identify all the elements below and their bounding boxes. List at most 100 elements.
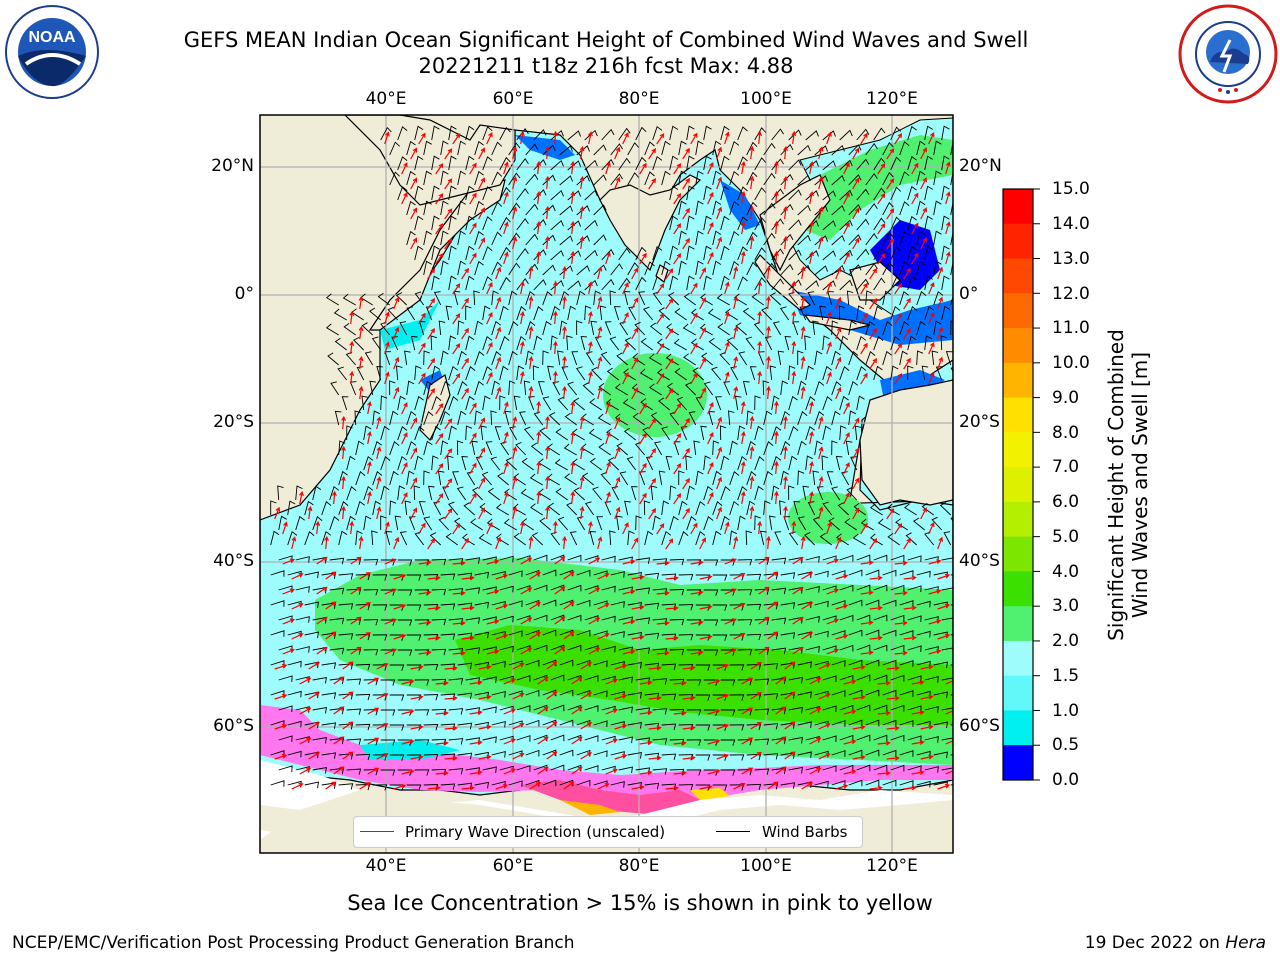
wave-direction-arrow xyxy=(733,266,739,280)
wind-barb xyxy=(899,690,914,697)
wind-barb xyxy=(848,749,863,757)
wind-barb xyxy=(950,320,953,336)
wave-direction-arrow xyxy=(427,635,441,641)
wind-barb xyxy=(598,383,611,396)
wave-direction-arrow xyxy=(444,665,458,671)
wind-barb xyxy=(644,722,660,730)
wave-direction-arrow xyxy=(418,312,426,325)
wave-direction-arrow xyxy=(707,709,721,715)
wind-barb xyxy=(950,294,953,306)
wave-direction-arrow xyxy=(707,191,714,205)
wind-barb xyxy=(448,396,459,411)
wind-barb xyxy=(627,721,642,729)
wind-barb xyxy=(703,649,719,656)
wave-direction-arrow xyxy=(597,356,603,370)
wave-direction-arrow xyxy=(843,162,850,175)
wave-direction-arrow xyxy=(401,679,415,685)
wind-barb xyxy=(618,127,631,141)
wave-direction-arrow xyxy=(783,475,788,490)
wave-direction-arrow xyxy=(903,575,917,581)
wave-direction-arrow xyxy=(766,535,771,550)
wind-barb xyxy=(678,634,694,641)
wave-direction-arrow xyxy=(852,755,866,760)
wind-barb xyxy=(571,351,579,366)
wave-direction-arrow xyxy=(826,341,832,355)
wind-barb xyxy=(935,366,943,381)
wave-direction-arrow xyxy=(376,476,382,490)
wind-barb xyxy=(656,338,670,351)
wave-direction-arrow xyxy=(699,604,713,610)
wind-barb xyxy=(555,428,568,441)
wave-direction-arrow xyxy=(766,295,771,310)
wave-direction-arrow xyxy=(750,692,762,700)
wave-direction-arrow xyxy=(579,505,585,520)
wind-barb xyxy=(423,350,430,366)
wind-barb xyxy=(550,249,564,261)
wind-barb xyxy=(550,129,564,141)
wind-barb xyxy=(521,457,534,471)
wind-barb xyxy=(839,129,853,141)
wind-barb xyxy=(557,396,569,411)
wind-barb xyxy=(719,425,727,441)
colorbar-band xyxy=(1003,258,1033,294)
wind-barb xyxy=(325,323,339,336)
map-content xyxy=(260,115,959,853)
wind-barb xyxy=(780,410,791,426)
wind-barb xyxy=(616,352,628,366)
wind-barb xyxy=(482,276,493,291)
wind-barb xyxy=(397,619,413,626)
wind-barb xyxy=(933,230,942,246)
wind-barb xyxy=(720,515,730,531)
wind-barb xyxy=(363,455,374,471)
wind-barb xyxy=(907,365,914,380)
wind-barb xyxy=(661,663,677,671)
wind-barb xyxy=(856,278,870,291)
wave-direction-arrow xyxy=(843,462,850,475)
wind-barb xyxy=(516,306,527,321)
wave-direction-arrow xyxy=(469,252,477,265)
wind-barb xyxy=(797,440,807,456)
wind-barb xyxy=(865,203,878,216)
wave-direction-arrow xyxy=(622,312,629,325)
wind-barb xyxy=(703,215,712,231)
wave-direction-arrow xyxy=(773,490,779,505)
wave-direction-arrow xyxy=(570,220,576,235)
wave-direction-arrow xyxy=(775,706,787,715)
wind-barb xyxy=(516,675,531,682)
wind-barb xyxy=(600,351,612,366)
wind-barb xyxy=(576,599,591,607)
wind-barb xyxy=(882,141,894,156)
wind-barb xyxy=(933,661,948,669)
wave-direction-arrow xyxy=(955,177,959,189)
wave-direction-arrow xyxy=(724,558,737,565)
wind-barb xyxy=(474,230,484,246)
wave-direction-arrow xyxy=(622,282,629,295)
wind-barb xyxy=(448,215,457,231)
wave-direction-arrow xyxy=(740,220,746,235)
wind-barb xyxy=(380,515,387,530)
wind-barb xyxy=(816,486,824,501)
wave-direction-arrow xyxy=(682,237,690,250)
wind-barb xyxy=(899,720,914,727)
wave-direction-arrow xyxy=(605,431,611,445)
wave-direction-arrow xyxy=(826,281,832,295)
wind-barb xyxy=(533,614,548,622)
wind-barb xyxy=(576,290,586,306)
wind-barb xyxy=(899,261,910,276)
wave-direction-arrow xyxy=(733,536,739,550)
wave-direction-arrow xyxy=(716,446,723,460)
wave-direction-arrow xyxy=(801,632,814,640)
wave-direction-arrow xyxy=(757,280,763,295)
wind-barb xyxy=(678,500,688,516)
wave-direction-arrow xyxy=(588,311,593,325)
wind-barb xyxy=(508,350,518,366)
wave-direction-arrow xyxy=(631,537,639,550)
wind-barb xyxy=(907,555,922,563)
wave-direction-arrow xyxy=(724,371,730,385)
wind-barb xyxy=(616,442,628,456)
wave-direction-arrow xyxy=(495,633,509,640)
wind-barb xyxy=(763,441,774,456)
wind-barb xyxy=(669,215,679,231)
wave-direction-arrow xyxy=(597,296,603,310)
wind-barb xyxy=(601,645,616,653)
